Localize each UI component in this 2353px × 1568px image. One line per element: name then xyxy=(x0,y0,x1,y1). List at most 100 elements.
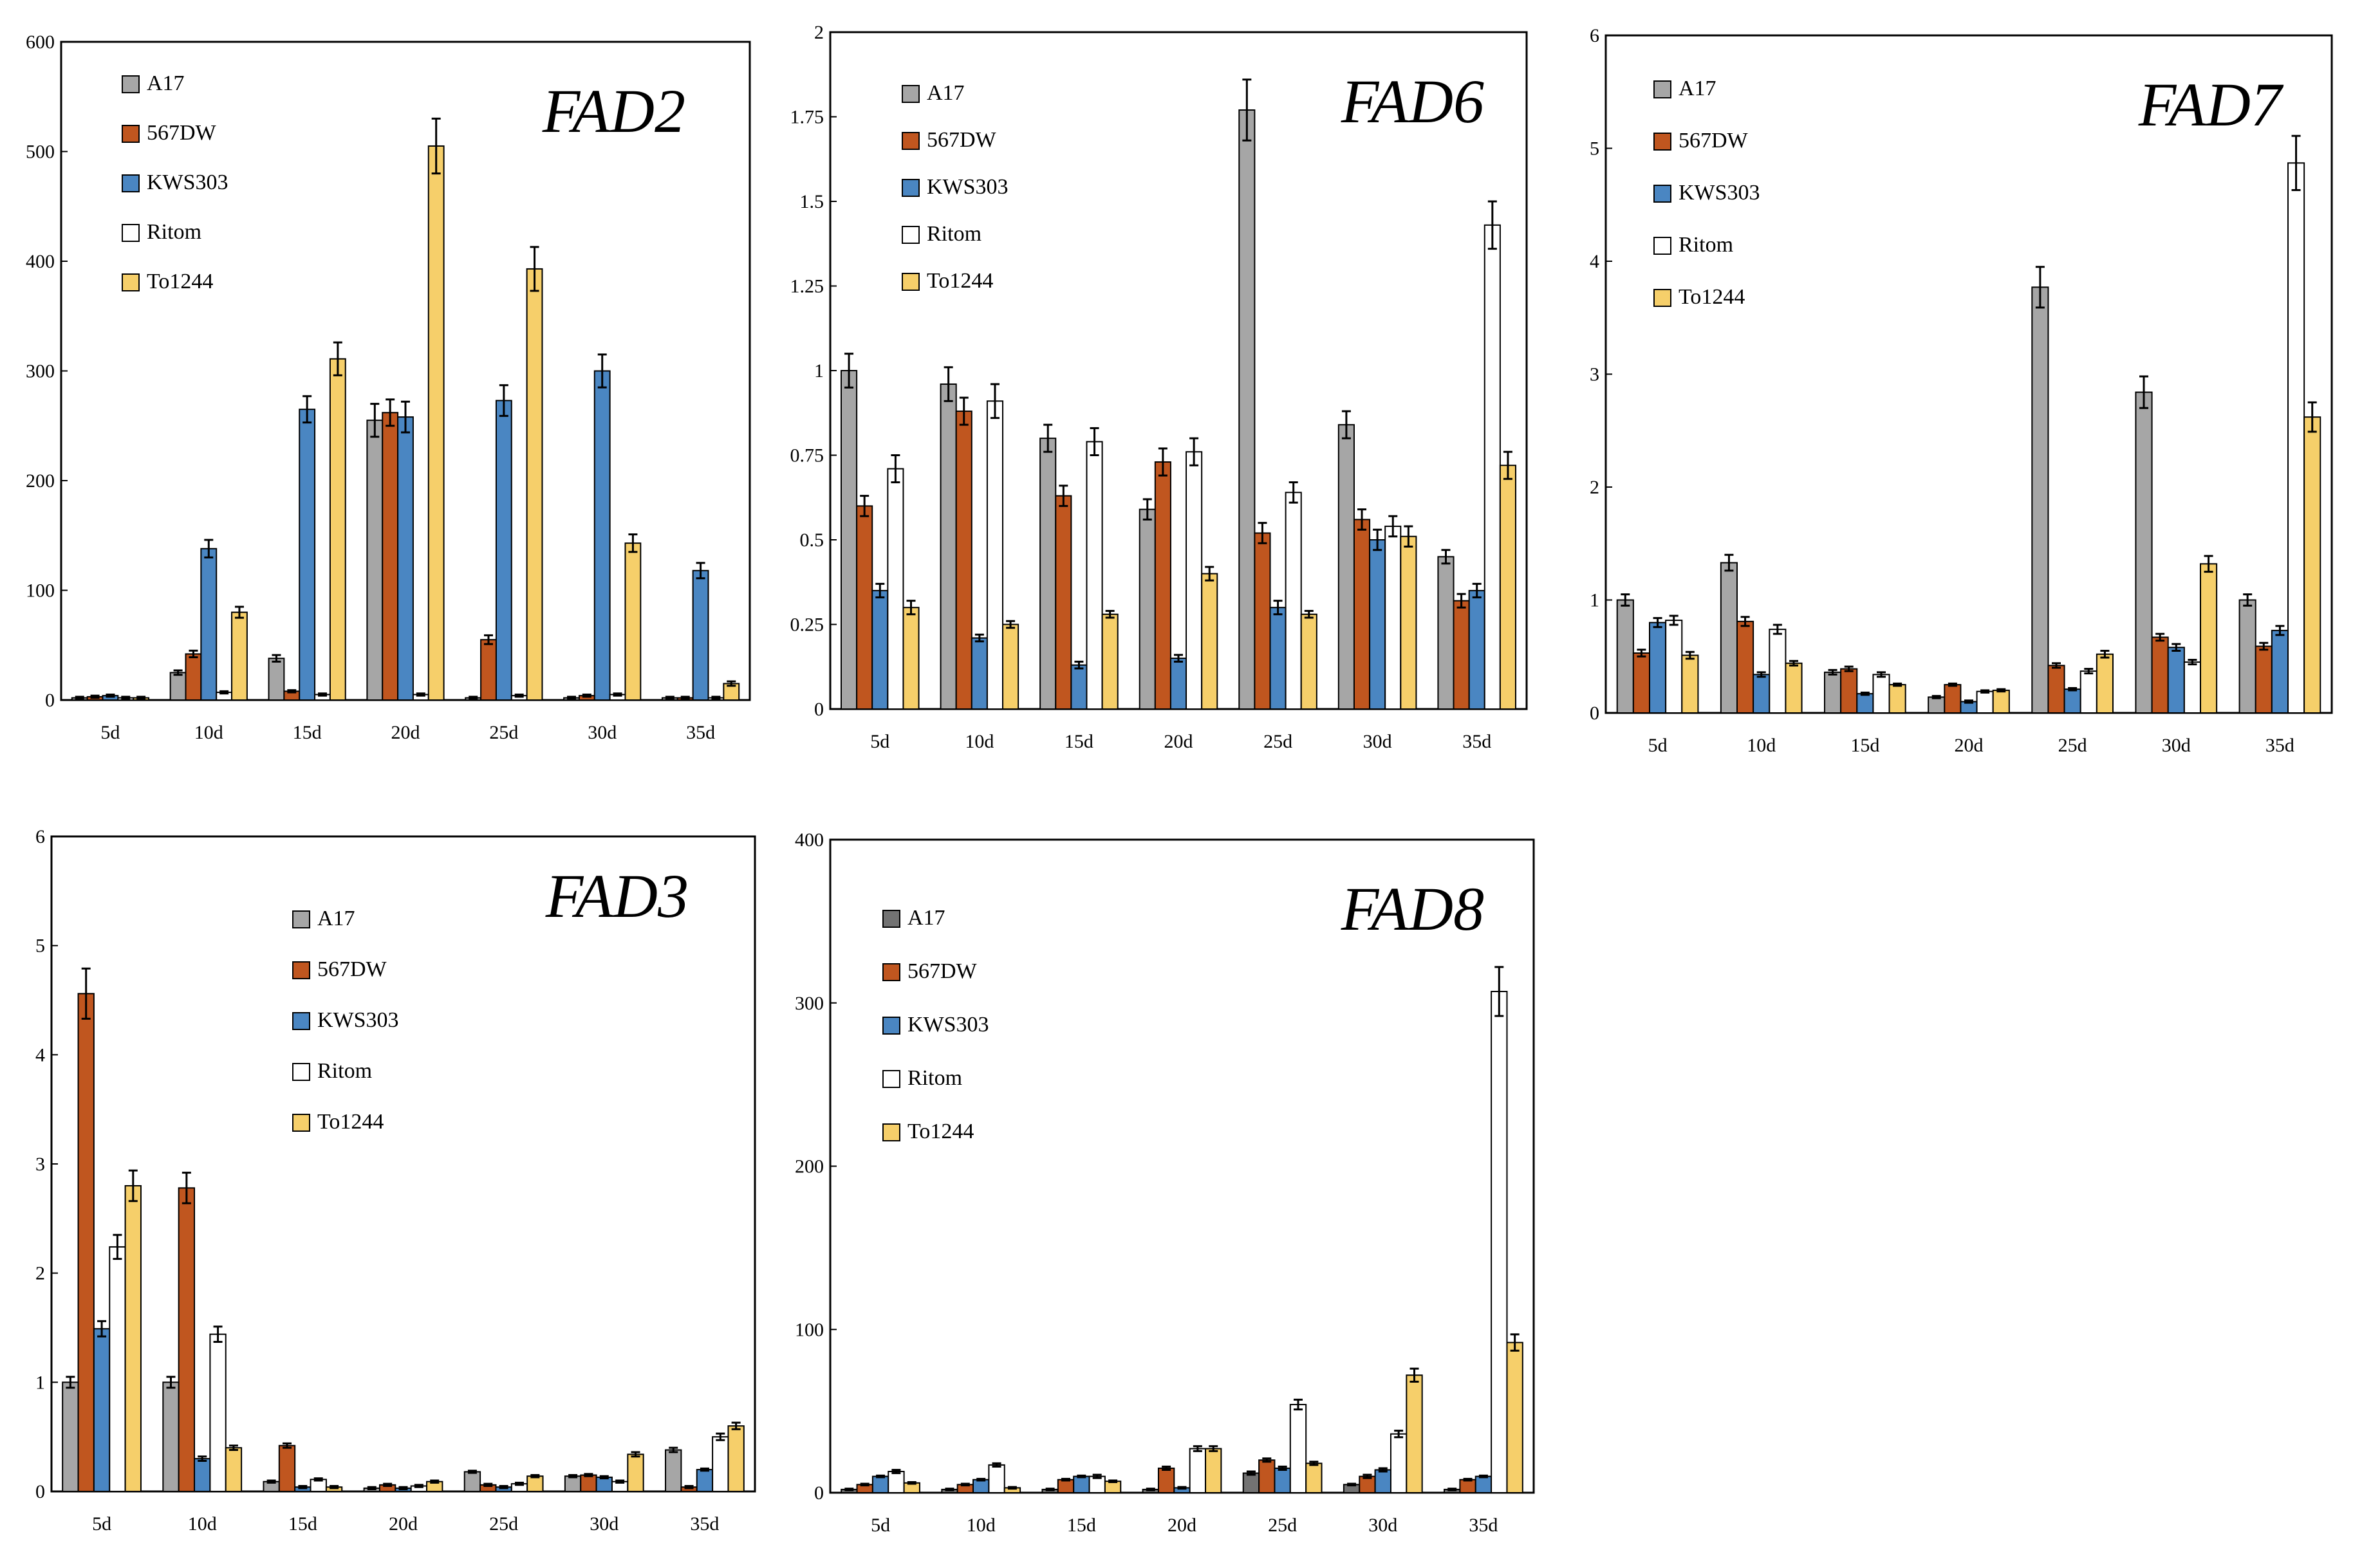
bar-567dw-25d xyxy=(1258,1459,1276,1493)
x-tick-label: 20d xyxy=(1167,1515,1196,1536)
y-tick-label: 0 xyxy=(45,690,55,711)
y-tick-label: 0 xyxy=(35,1481,45,1502)
bar-a17-25d xyxy=(1238,109,1256,710)
legend-swatch-kws303 xyxy=(292,1012,310,1030)
y-tick-label: 0 xyxy=(814,1482,824,1504)
bar-to1244-35d xyxy=(727,1425,745,1492)
y-tick-label: 400 xyxy=(795,829,824,851)
y-tick-label: 1.5 xyxy=(800,191,824,212)
bar-to1244-10d xyxy=(1785,662,1803,714)
legend-label-ritom: Ritom xyxy=(907,1066,962,1090)
legend-label-a17: A17 xyxy=(317,907,355,930)
bar-a17-15d xyxy=(1039,438,1057,710)
bar-567dw-15d xyxy=(1057,1479,1075,1493)
x-tick-label: 10d xyxy=(194,722,223,743)
bar-kws303-30d xyxy=(595,1476,613,1493)
y-tick-label: 1 xyxy=(35,1372,45,1393)
y-tick-label: 0.75 xyxy=(790,445,824,466)
legend-swatch-kws303 xyxy=(122,174,140,192)
bar-to1244-25d xyxy=(2096,653,2114,714)
legend-label-567dw: 567DW xyxy=(317,957,387,981)
bar-ritom-35d xyxy=(1491,990,1508,1494)
bar-a17-5d xyxy=(62,1381,79,1492)
legend-swatch-a17 xyxy=(902,85,920,103)
bar-to1244-15d xyxy=(329,358,346,701)
bar-kws303-35d xyxy=(1474,1475,1493,1493)
x-tick-label: 10d xyxy=(188,1513,217,1535)
bar-a17-10d xyxy=(169,672,187,701)
bar-ritom-5d xyxy=(888,1471,905,1493)
bar-to1244-20d xyxy=(1205,1448,1222,1494)
bar-to1244-20d xyxy=(427,145,445,701)
x-tick-label: 15d xyxy=(293,722,322,743)
bar-kws303-30d xyxy=(1374,1469,1391,1494)
legend-label-to1244: To1244 xyxy=(907,1120,974,1143)
bar-to1244-5d xyxy=(124,1185,142,1493)
bar-kws303-5d xyxy=(93,1328,111,1493)
y-tick-label: 1 xyxy=(1590,590,1599,611)
legend-label-567dw: 567DW xyxy=(1679,129,1749,152)
y-tick-label: 6 xyxy=(1590,25,1599,46)
y-tick-label: 6 xyxy=(35,826,45,847)
bar-to1244-25d xyxy=(526,1475,544,1492)
legend-swatch-kws303 xyxy=(882,1017,900,1035)
y-tick-label: 4 xyxy=(1590,251,1599,272)
legend-swatch-ritom xyxy=(1653,237,1671,255)
bar-to1244-25d xyxy=(1300,613,1317,710)
legend-label-ritom: Ritom xyxy=(147,220,201,244)
x-tick-label: 25d xyxy=(2058,735,2087,756)
x-tick-label: 35d xyxy=(1469,1515,1498,1536)
bar-to1244-25d xyxy=(526,268,543,701)
bar-a17-30d xyxy=(564,1475,582,1492)
bar-a17-20d xyxy=(366,420,384,701)
y-tick-label: 100 xyxy=(26,580,55,602)
legend-swatch-567dw xyxy=(882,963,900,981)
bar-kws303-10d xyxy=(972,1479,990,1493)
bar-567dw-20d xyxy=(1154,461,1171,710)
chart-fad7: 0 1 2 3 4 5 6 5d 10d 15d 20d 25d 30d 35d A17 567DW KWS30… xyxy=(1590,25,2333,756)
y-tick-label: 1.75 xyxy=(790,107,824,128)
x-tick-label: 30d xyxy=(1368,1515,1397,1536)
y-tick-label: 2 xyxy=(35,1263,45,1284)
bar-567dw-30d xyxy=(1353,519,1371,710)
y-tick-label: 2 xyxy=(814,22,824,43)
bar-ritom-20d xyxy=(1186,451,1203,710)
y-tick-label: 100 xyxy=(795,1319,824,1340)
bar-567dw-25d xyxy=(480,639,497,701)
y-tick-label: 1 xyxy=(814,360,824,382)
legend-swatch-a17 xyxy=(882,910,900,928)
x-tick-label: 35d xyxy=(690,1513,719,1535)
chart-fad8: 0 100 200 300 400 5d 10d 15d 20d 25d 30d 35d A17 567D… xyxy=(795,829,1535,1536)
y-tick-label: 1.25 xyxy=(790,276,824,297)
chart-title: FAD8 xyxy=(1341,874,1484,943)
bar-kws303-5d xyxy=(871,589,889,710)
x-tick-label: 20d xyxy=(389,1513,418,1535)
bar-to1244-35d xyxy=(1499,465,1516,710)
y-tick-label: 0 xyxy=(814,699,824,720)
bar-a17-30d xyxy=(1337,424,1355,710)
x-tick-label: 5d xyxy=(92,1513,111,1535)
bar-kws303-25d xyxy=(2063,688,2081,714)
legend-label-ritom: Ritom xyxy=(317,1059,372,1083)
bar-kws303-10d xyxy=(194,1458,211,1493)
bar-ritom-20d xyxy=(1189,1448,1207,1494)
legend-swatch-a17 xyxy=(1653,80,1671,98)
legend-label-kws303: KWS303 xyxy=(1679,181,1760,205)
bar-567dw-5d xyxy=(856,505,873,710)
bar-a17-25d xyxy=(463,1471,481,1492)
x-tick-label: 15d xyxy=(1850,735,1879,756)
bar-567dw-35d xyxy=(1453,600,1470,710)
bar-to1244-15d xyxy=(1888,684,1906,714)
bar-to1244-30d xyxy=(1400,535,1417,710)
legend-swatch-to1244 xyxy=(1653,289,1671,307)
y-tick-label: 200 xyxy=(795,1156,824,1177)
x-tick-label: 15d xyxy=(1067,1515,1096,1536)
x-tick-label: 5d xyxy=(870,731,889,752)
legend-label-to1244: To1244 xyxy=(147,270,213,293)
bar-567dw-30d xyxy=(580,1474,597,1493)
bar-kws303-15d xyxy=(1073,1475,1090,1493)
x-tick-label: 15d xyxy=(288,1513,317,1535)
bar-kws303-15d xyxy=(1070,664,1088,710)
bar-a17-10d xyxy=(940,383,957,710)
bar-kws303-35d xyxy=(1468,589,1485,710)
